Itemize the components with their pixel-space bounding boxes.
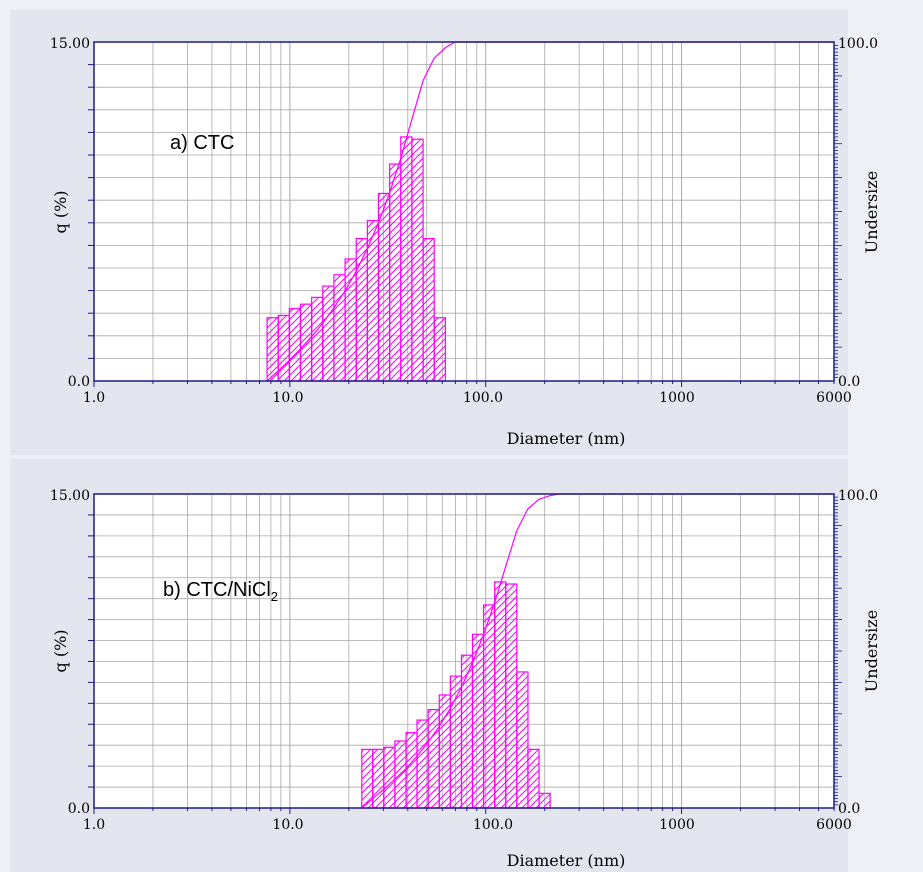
x-tick-10-a: 10.0 (272, 390, 303, 406)
y2-tick-top-a: 100.0 (838, 36, 878, 52)
bar-a-10 (377, 192, 391, 382)
x-tick-10-b: 10.0 (272, 817, 303, 833)
bar-b-6 (427, 709, 440, 809)
x-axis-title-b: Diameter (nm) (507, 851, 626, 870)
y2-tick-bottom-b: 0.0 (838, 801, 860, 817)
plot-area-a (94, 42, 834, 381)
bar-a-4 (311, 296, 324, 382)
x-tick-1000-b: 1000 (659, 817, 695, 833)
x-tick-1-b: 1.0 (83, 817, 105, 833)
bar-a-13 (411, 138, 424, 382)
y2-tick-top-b: 100.0 (838, 488, 878, 504)
bar-b-11 (482, 604, 496, 809)
x-tick-6000-a: 6000 (816, 390, 852, 406)
panel-label-b-main: b) CTC/NiCl (163, 579, 271, 601)
bar-b-1 (372, 748, 385, 809)
bar-a-11 (389, 163, 402, 382)
bar-a-15 (433, 317, 446, 382)
bar-b-15 (527, 748, 540, 809)
bar-a-7 (344, 258, 357, 382)
bars-b (361, 581, 551, 809)
bar-b-4 (405, 732, 418, 809)
bar-a-6 (333, 274, 346, 382)
y-tick-top-b: 15.00 (50, 488, 90, 504)
bar-b-10 (471, 633, 485, 809)
bar-b-16 (538, 792, 551, 809)
y-tick-top-a: 15.00 (50, 36, 90, 52)
bar-a-5 (322, 285, 335, 382)
bar-a-12 (400, 136, 413, 382)
bar-b-12 (494, 581, 507, 809)
bar-b-5 (416, 719, 429, 809)
bar-b-2 (383, 746, 396, 809)
panel-label-b-subscript: 2 (271, 589, 278, 604)
y2-tick-bottom-a: 0.0 (838, 374, 860, 390)
y2-axis-title-b: Undersize (862, 610, 881, 692)
bar-a-14 (422, 238, 435, 382)
panel-label-b: b) CTC/NiCl2 (163, 579, 278, 604)
bar-b-9 (460, 654, 474, 809)
x-tick-1-a: 1.0 (83, 390, 105, 406)
undersize-curve-b (361, 493, 834, 809)
undersize-curve-a (266, 41, 834, 382)
x-tick-100-b: 100.0 (473, 817, 513, 833)
panel-b: 15.00 0.0 100.0 0.0 1.0 10.0 100.0 1000 … (50, 488, 881, 870)
panel-a: 15.00 0.0 100.0 0.0 1.0 10.0 100.0 1000 … (50, 36, 881, 448)
x-tick-100-a: 100.0 (463, 390, 503, 406)
panel-label-a: a) CTC (170, 132, 234, 154)
plot-frame-b (93, 493, 835, 809)
y2-axis-title-a: Undersize (862, 171, 881, 253)
x-tick-1000-a: 1000 (659, 390, 695, 406)
x-tick-6000-b: 6000 (816, 817, 852, 833)
y-axis-title-a: q (%) (51, 190, 70, 233)
bar-b-13 (505, 583, 518, 809)
y-axis-title-b: q (%) (51, 629, 70, 672)
plot-frame-a (93, 41, 835, 382)
bar-b-8 (449, 675, 463, 809)
y-tick-bottom-b: 0.0 (68, 801, 90, 817)
bar-b-14 (516, 671, 529, 809)
y-tick-bottom-a: 0.0 (68, 374, 90, 390)
bar-a-0 (266, 317, 279, 382)
bar-a-2 (288, 308, 302, 382)
x-axis-title-a: Diameter (nm) (507, 429, 626, 448)
bar-a-1 (277, 314, 290, 382)
